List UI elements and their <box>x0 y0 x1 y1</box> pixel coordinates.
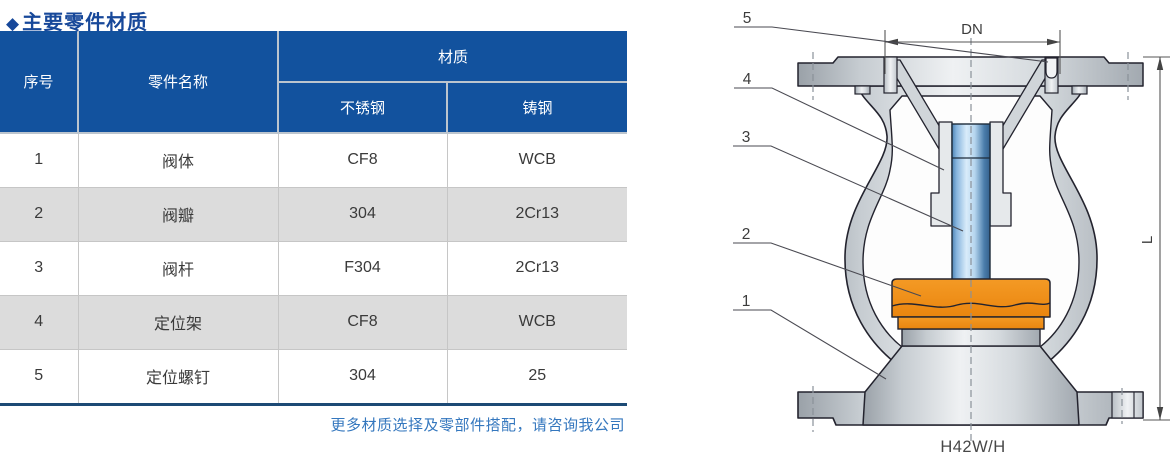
callout-2: 2 <box>742 226 751 243</box>
center-lines <box>812 38 1129 442</box>
cell-part-name: 阀体 <box>77 132 279 188</box>
cell-part-name: 定位螺钉 <box>77 348 279 404</box>
cell-no: 4 <box>0 294 79 350</box>
cell-no: 5 <box>0 348 79 404</box>
l-arrow-bottom <box>1156 407 1164 420</box>
l-label: L <box>1139 236 1156 244</box>
cell-stainless: CF8 <box>277 132 448 188</box>
table-row: 1 阀体 CF8 WCB <box>0 132 628 188</box>
positioning-screw <box>1045 57 1058 79</box>
disc-wave-line <box>891 302 1051 308</box>
table-row: 4 定位架 CF8 WCB <box>0 294 628 350</box>
materials-section: ◆ 主要零件材质 序号 零件名称 材质 不锈钢 铸钢 1 阀体 <box>0 0 629 434</box>
cell-part-name: 定位架 <box>77 294 279 350</box>
table-bottom-rule <box>0 403 627 406</box>
table-row: 3 阀杆 F304 2Cr13 <box>0 240 628 296</box>
materials-table: 序号 零件名称 材质 不锈钢 铸钢 1 阀体 CF8 WCB 2 <box>0 30 629 404</box>
dn-arrow-right <box>1047 38 1060 46</box>
leader-line-4 <box>734 87 945 171</box>
cell-stainless: CF8 <box>277 294 448 350</box>
cell-cast: 25 <box>446 348 628 404</box>
leader-line-5 <box>734 26 1049 63</box>
diamond-bullet-icon: ◆ <box>6 14 21 33</box>
leader-line-3 <box>733 145 964 232</box>
cell-no: 3 <box>0 240 79 296</box>
table-row: 2 阀瓣 304 2Cr13 <box>0 186 628 242</box>
model-label: H42W/H <box>940 438 1005 456</box>
cell-cast: 2Cr13 <box>446 240 628 296</box>
leader-line-1 <box>733 309 887 380</box>
callout-4: 4 <box>743 71 752 88</box>
leader-line-2 <box>733 242 922 297</box>
cell-stainless: 304 <box>277 348 448 404</box>
cell-no: 1 <box>0 132 79 188</box>
flange-bolt-slot-left <box>883 56 898 94</box>
dn-label: DN <box>961 21 983 38</box>
flange-weld-tab-right <box>1071 85 1088 95</box>
stem-guide-left <box>930 121 953 227</box>
col-header-material: 材质 <box>276 30 629 83</box>
cell-cast: 2Cr13 <box>446 186 628 242</box>
col-header-part-name: 零件名称 <box>77 30 279 134</box>
leader-lines <box>733 26 1049 380</box>
callout-5: 5 <box>743 10 752 27</box>
l-dimension <box>1143 56 1170 421</box>
page-title: ◆ 主要零件材质 <box>0 0 627 34</box>
col-header-stainless: 不锈钢 <box>277 81 448 134</box>
cell-part-name: 阀瓣 <box>77 186 279 242</box>
cell-cast: WCB <box>446 294 628 350</box>
page-title-text: 主要零件材质 <box>22 12 149 34</box>
dn-dimension <box>884 30 1061 74</box>
col-header-cast: 铸钢 <box>445 81 629 134</box>
footnote: 更多材质选择及零部件搭配，请咨询我公司 <box>330 417 625 434</box>
callout-3: 3 <box>742 129 751 146</box>
bottom-bolt-hole <box>1111 391 1144 419</box>
col-header-no: 序号 <box>0 30 79 134</box>
cell-part-name: 阀杆 <box>77 240 279 296</box>
callout-1: 1 <box>742 293 751 310</box>
flange-weld-tab-left <box>854 85 871 95</box>
table-row: 5 定位螺钉 304 25 <box>0 348 628 404</box>
stem-guide-right <box>989 121 1012 227</box>
cell-cast: WCB <box>446 132 628 188</box>
l-arrow-top <box>1156 57 1164 70</box>
cell-no: 2 <box>0 186 79 242</box>
cell-stainless: 304 <box>277 186 448 242</box>
cell-stainless: F304 <box>277 240 448 296</box>
